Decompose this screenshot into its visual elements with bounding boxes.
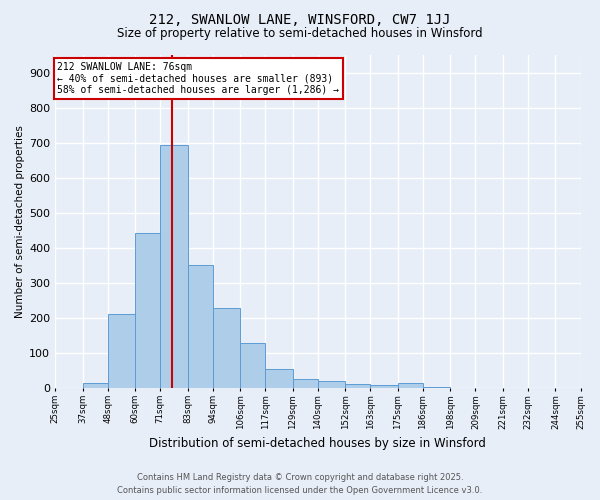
Bar <box>83 383 107 388</box>
Bar <box>293 380 318 388</box>
Text: 212 SWANLOW LANE: 76sqm
← 40% of semi-detached houses are smaller (893)
58% of s: 212 SWANLOW LANE: 76sqm ← 40% of semi-de… <box>58 62 340 95</box>
Bar <box>345 384 370 388</box>
Bar <box>318 381 345 388</box>
Text: Contains HM Land Registry data © Crown copyright and database right 2025.
Contai: Contains HM Land Registry data © Crown c… <box>118 474 482 495</box>
X-axis label: Distribution of semi-detached houses by size in Winsford: Distribution of semi-detached houses by … <box>149 437 486 450</box>
Text: 212, SWANLOW LANE, WINSFORD, CW7 1JJ: 212, SWANLOW LANE, WINSFORD, CW7 1JJ <box>149 12 451 26</box>
Bar <box>107 314 135 388</box>
Bar <box>188 266 213 388</box>
Bar <box>240 344 265 388</box>
Bar <box>370 386 398 388</box>
Y-axis label: Number of semi-detached properties: Number of semi-detached properties <box>15 125 25 318</box>
Bar <box>135 233 160 388</box>
Bar <box>213 308 240 388</box>
Bar <box>160 145 188 388</box>
Bar <box>423 387 451 388</box>
Bar <box>398 383 423 388</box>
Bar <box>265 369 293 388</box>
Text: Size of property relative to semi-detached houses in Winsford: Size of property relative to semi-detach… <box>117 28 483 40</box>
